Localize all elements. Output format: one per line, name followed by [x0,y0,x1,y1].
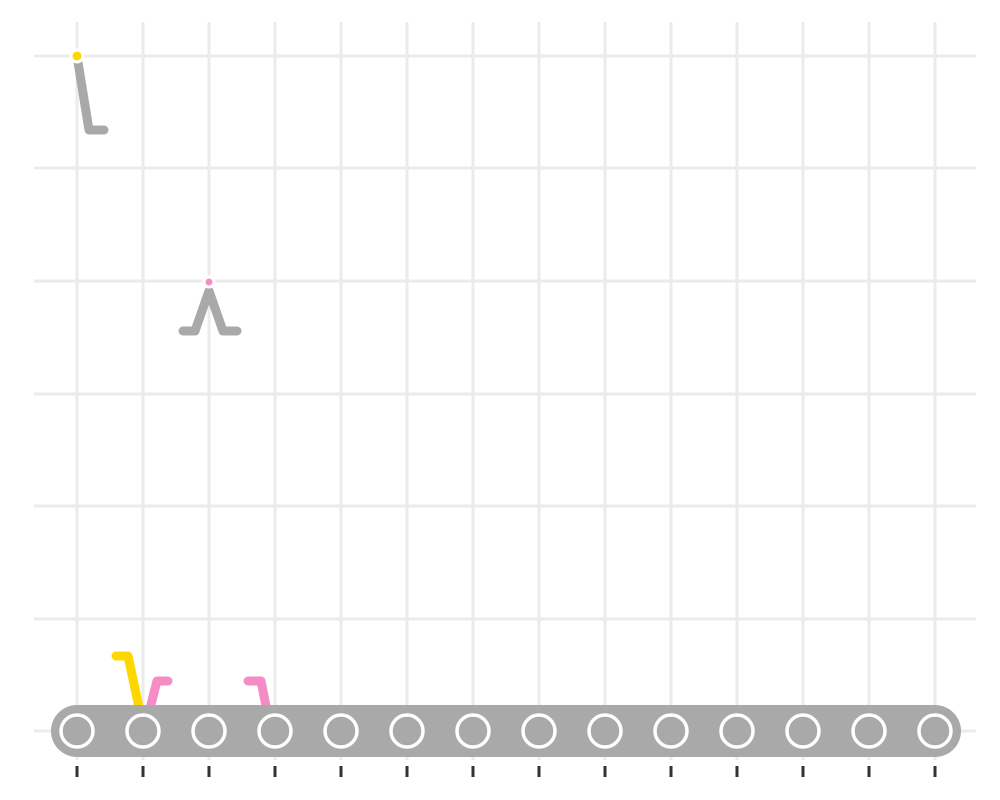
inverted-v-stand [178,286,242,336]
belt-ticks [75,766,937,777]
belt-roller [587,713,623,749]
belt-roller [653,713,689,749]
yellow-hook-dot [69,48,85,64]
yellow-belt-hook [111,651,145,717]
belt-roller [191,713,227,749]
grid [34,22,976,760]
belt-roller [917,713,953,749]
belt-roller [389,713,425,749]
belt-roller [125,713,161,749]
figures [69,48,273,721]
pink-belt-hook-1 [143,676,173,721]
belt-roller [785,713,821,749]
pink-stand-dot [202,275,216,289]
belt-body [51,705,961,757]
belt-roller [521,713,557,749]
belt-roller [323,713,359,749]
belt-roller [851,713,887,749]
conveyor-belt [51,705,961,757]
belt-roller [455,713,491,749]
pink-belt-hook-2 [243,676,273,721]
belt-roller [257,713,293,749]
belt-roller [59,713,95,749]
belt-roller [719,713,755,749]
hanging-hook-arm [72,51,109,135]
